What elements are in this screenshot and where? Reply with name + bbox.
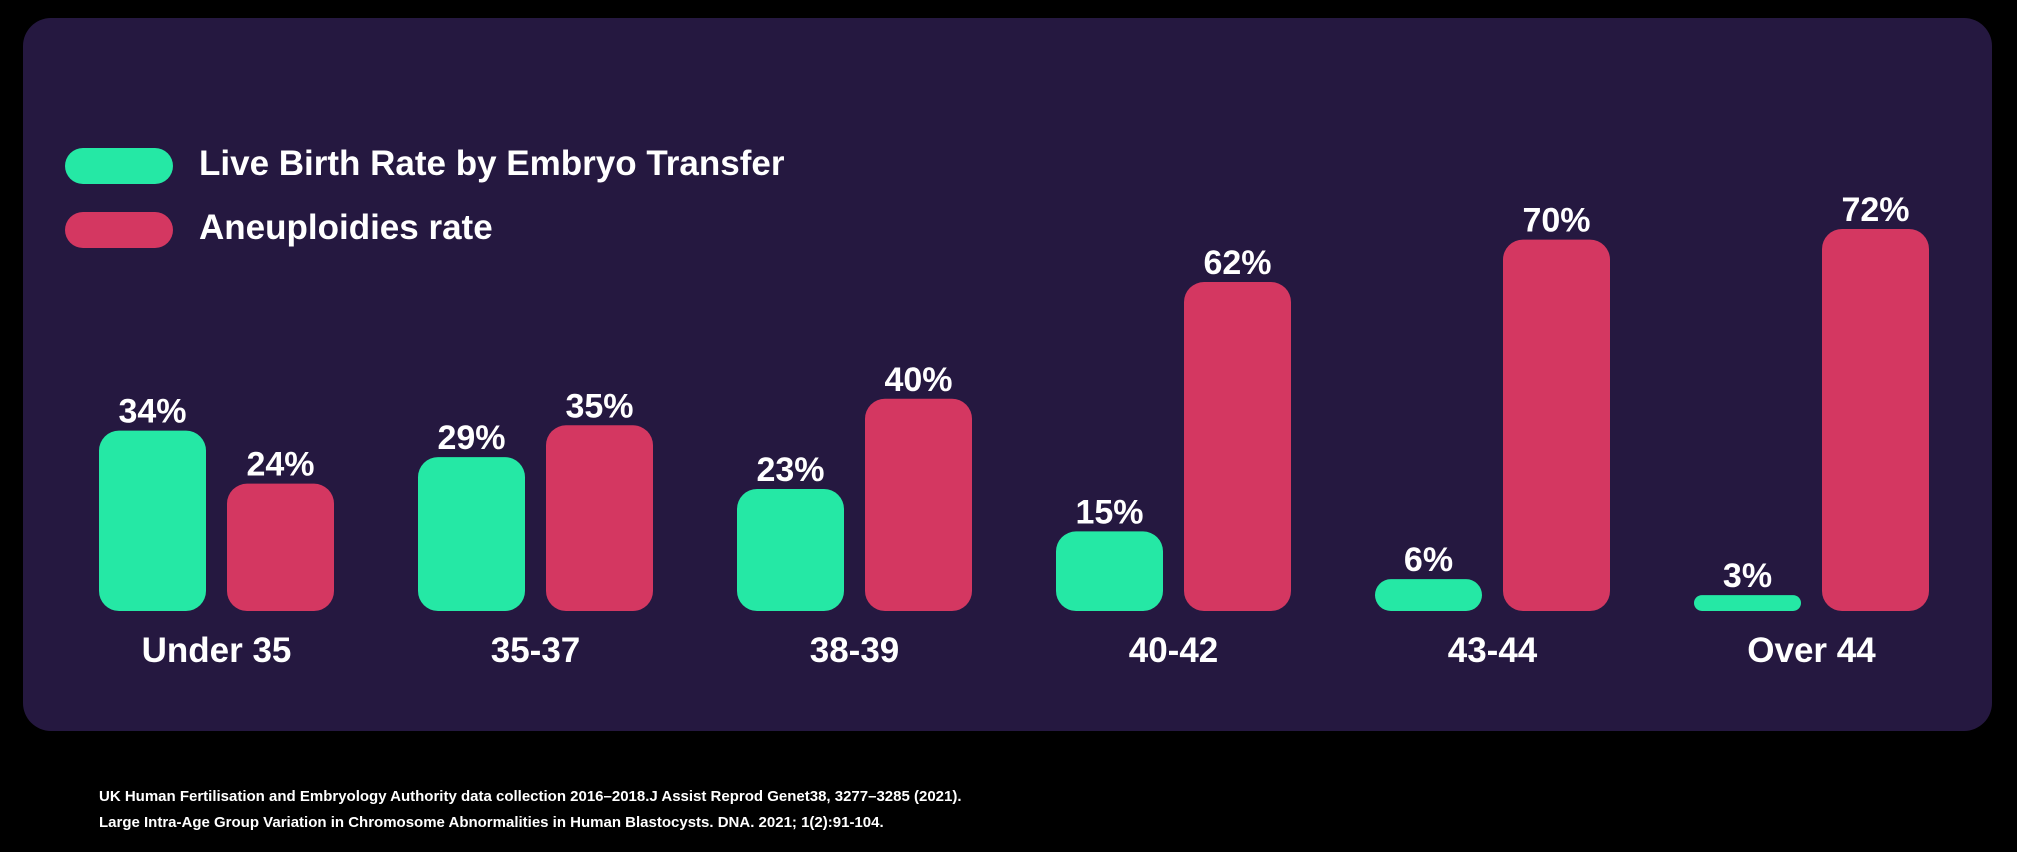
data-label-live-birth-rate-by-embryo-transfer-40-42: 15% <box>1075 493 1143 531</box>
category-label-38-39: 38-39 <box>810 631 900 670</box>
bar-aneuploidies-rate-40-42 <box>1184 282 1291 611</box>
bar-aneuploidies-rate-38-39 <box>865 398 972 611</box>
data-label-live-birth-rate-by-embryo-transfer-over-44: 3% <box>1723 557 1772 595</box>
data-label-live-birth-rate-by-embryo-transfer-35-37: 29% <box>437 419 505 457</box>
bar-live-birth-rate-by-embryo-transfer-over-44 <box>1694 595 1801 611</box>
source-citations: UK Human Fertilisation and Embryology Au… <box>99 784 962 836</box>
bar-live-birth-rate-by-embryo-transfer-43-44 <box>1375 579 1482 611</box>
source-citation-2: Large Intra-Age Group Variation in Chrom… <box>99 814 884 831</box>
category-label-35-37: 35-37 <box>491 631 581 670</box>
bar-aneuploidies-rate-43-44 <box>1503 239 1610 611</box>
category-label-43-44: 43-44 <box>1448 631 1538 670</box>
data-label-aneuploidies-rate-38-39: 40% <box>884 361 952 399</box>
legend-label-aneuploidies-rate: Aneuploidies rate <box>199 208 493 247</box>
bar-aneuploidies-rate-over-44 <box>1822 229 1929 611</box>
bar-live-birth-rate-by-embryo-transfer-38-39 <box>737 488 844 611</box>
data-label-aneuploidies-rate-43-44: 70% <box>1522 202 1590 240</box>
data-label-live-birth-rate-by-embryo-transfer-38-39: 23% <box>756 451 824 489</box>
category-label-under-35: Under 35 <box>142 631 292 670</box>
bar-aneuploidies-rate-under-35 <box>227 483 334 611</box>
legend-label-live-birth-rate: Live Birth Rate by Embryo Transfer <box>199 144 785 183</box>
data-label-aneuploidies-rate-over-44: 72% <box>1841 191 1909 229</box>
source-citation-1: UK Human Fertilisation and Embryology Au… <box>99 788 962 805</box>
bar-live-birth-rate-by-embryo-transfer-35-37 <box>418 457 525 611</box>
bar-live-birth-rate-by-embryo-transfer-under-35 <box>99 430 206 611</box>
legend-swatch-live-birth-rate <box>65 148 173 184</box>
bar-aneuploidies-rate-35-37 <box>546 425 653 611</box>
bar-live-birth-rate-by-embryo-transfer-40-42 <box>1056 531 1163 611</box>
data-label-live-birth-rate-by-embryo-transfer-43-44: 6% <box>1404 541 1453 579</box>
data-label-aneuploidies-rate-under-35: 24% <box>246 446 314 484</box>
category-label-40-42: 40-42 <box>1129 631 1219 670</box>
chart-card <box>23 18 1992 731</box>
data-label-aneuploidies-rate-35-37: 35% <box>565 387 633 425</box>
legend-swatch-aneuploidies-rate <box>65 212 173 248</box>
data-label-live-birth-rate-by-embryo-transfer-under-35: 34% <box>118 393 186 431</box>
data-label-aneuploidies-rate-40-42: 62% <box>1203 244 1271 282</box>
category-label-over-44: Over 44 <box>1747 631 1876 670</box>
